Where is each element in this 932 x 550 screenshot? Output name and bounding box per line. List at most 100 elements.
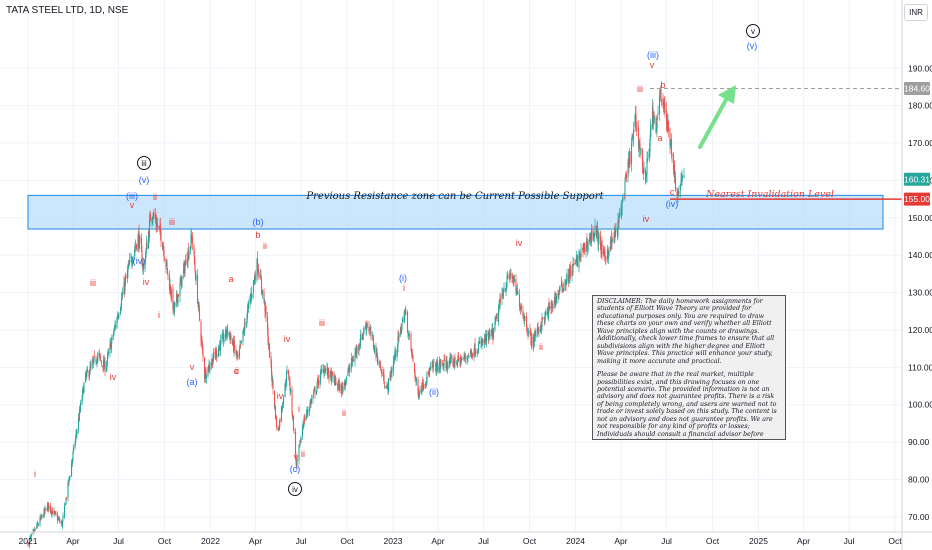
candle-body [125, 276, 127, 279]
candle-body [160, 231, 162, 242]
candle-body [57, 518, 60, 520]
grid-lines [0, 0, 902, 532]
candle-body [412, 355, 414, 362]
candle-body [314, 387, 316, 395]
candle-body [618, 215, 621, 217]
candle-body [676, 194, 679, 197]
candle-body [71, 461, 73, 465]
candle-body [681, 175, 684, 178]
candle-body [450, 356, 453, 359]
candle-body [112, 333, 115, 336]
candle-body [369, 328, 371, 331]
candle-body [106, 354, 109, 361]
candle-body [184, 265, 186, 274]
candle-body [457, 356, 460, 361]
candle-body [316, 379, 319, 386]
candle-body [154, 214, 157, 221]
candle-body [312, 395, 314, 400]
candle-body [393, 357, 396, 360]
candle-body [127, 263, 130, 268]
wave-label-red: v [130, 200, 135, 210]
candle-body [278, 420, 281, 430]
wave-label-red: ii [153, 192, 157, 202]
candle-body [454, 357, 456, 364]
candle-body [494, 321, 496, 330]
candle-body [429, 366, 432, 369]
candle-body [286, 370, 288, 374]
wave-label-red: b [255, 230, 260, 240]
candle-body [239, 344, 242, 345]
candle-body [624, 180, 626, 195]
candle-body [629, 151, 631, 164]
candle-body [379, 361, 381, 368]
candle-body [48, 505, 50, 509]
candle-body [539, 325, 542, 332]
candle-body [671, 153, 673, 156]
candle-body [138, 236, 141, 249]
time-tick-label: 2024 [566, 536, 585, 546]
candle-body [274, 406, 277, 419]
candle-body [386, 386, 388, 389]
candle-body [130, 257, 133, 263]
candle-body [156, 223, 159, 227]
candle-body [499, 299, 502, 301]
candle-body [317, 378, 319, 379]
disclaimer-box: DISCLAIMER: The daily homework assignmen… [592, 295, 786, 440]
candle-body [509, 276, 511, 278]
candle-body [582, 245, 585, 252]
candle-body [247, 302, 250, 308]
candle-body [394, 349, 397, 357]
candle-body [561, 282, 563, 288]
candle-body [62, 515, 64, 520]
candle-body [301, 427, 304, 437]
candle-body [478, 341, 481, 344]
time-tick-label: Jul [844, 536, 855, 546]
wave-label-red: iii [169, 217, 175, 227]
wave-label-blue: (b) [253, 217, 264, 227]
candle-body [117, 316, 120, 318]
candle-body [331, 373, 333, 382]
wave-label-blue: (iii) [647, 50, 659, 60]
candle-body [599, 236, 602, 250]
candle-body [205, 369, 207, 378]
candle-body [372, 339, 375, 347]
candle-body [396, 350, 398, 358]
candle-body [630, 143, 633, 165]
candle-body [421, 381, 424, 388]
candle-body [328, 374, 330, 379]
candle-body [533, 331, 536, 343]
candle-body [219, 340, 222, 351]
candle-body [205, 376, 208, 379]
wave-label-red: c [234, 366, 239, 376]
candle-body [124, 280, 126, 292]
candle-body [467, 356, 469, 358]
candle-body [653, 114, 655, 117]
candle-body [72, 452, 74, 458]
candle-body [462, 358, 465, 360]
candle-body [65, 497, 68, 499]
candle-body [613, 237, 615, 241]
candle-body [198, 308, 201, 321]
candle-body [128, 263, 130, 265]
wave-label-red: iv [277, 391, 284, 401]
candle-body [414, 371, 416, 379]
candle-body [260, 274, 262, 281]
candle-body [518, 294, 521, 307]
candle-body [329, 370, 332, 378]
candle-body [97, 354, 99, 357]
candle-body [611, 237, 613, 243]
candle-body [275, 417, 278, 428]
wave-label-red: i [158, 310, 160, 320]
candle-body [340, 386, 343, 395]
candle-body [536, 334, 538, 336]
currency-button[interactable]: INR [904, 4, 928, 21]
candle-body [516, 287, 518, 289]
candle-body [74, 438, 77, 443]
candle-body [603, 249, 605, 251]
candle-body [190, 234, 192, 248]
candle-body [401, 318, 404, 323]
last-price-tag-bg [904, 172, 930, 186]
candle-body [291, 413, 294, 418]
